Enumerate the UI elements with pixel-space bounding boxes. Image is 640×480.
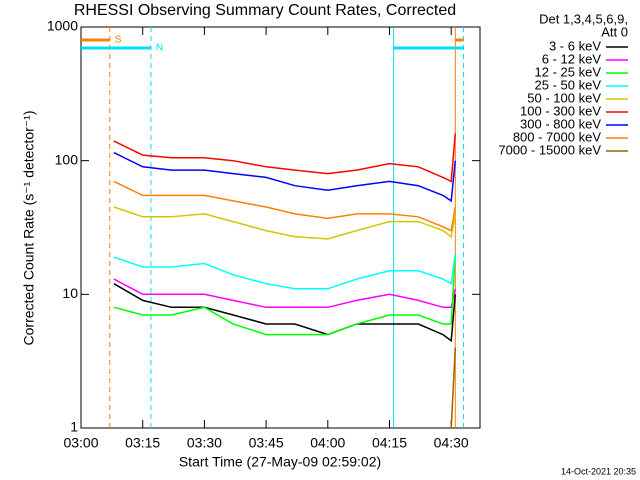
flag-label: S: [115, 35, 122, 46]
series-line: [113, 283, 457, 343]
y-tick-label: 100: [55, 151, 79, 167]
x-tick-label: 04:30: [434, 435, 469, 451]
legend-label: 12 - 25 keV: [535, 64, 602, 79]
footer: 14-Oct-2021 20:35: [561, 466, 636, 476]
series-line: [113, 133, 457, 183]
legend-label: 800 - 7000 keV: [513, 129, 602, 144]
series-line: [113, 180, 457, 232]
series-line: [113, 278, 457, 309]
series-line: [113, 253, 457, 290]
x-tick-label: 03:45: [249, 435, 284, 451]
legend-label: 6 - 12 keV: [542, 51, 602, 66]
series-line: [113, 151, 457, 203]
chart-title: RHESSI Observing Summary Count Rates, Co…: [74, 2, 456, 19]
legend-label: 100 - 300 keV: [520, 103, 601, 118]
x-axis-label: Start Time (27-May-09 02:59:02): [179, 454, 381, 470]
y-tick-label: 1000: [47, 18, 78, 34]
x-tick-label: 04:00: [310, 435, 345, 451]
x-tick-label: 03:00: [63, 435, 98, 451]
series-line: [113, 206, 457, 240]
legend-label: 3 - 6 keV: [549, 38, 601, 53]
y-tick-label: 1: [70, 419, 78, 435]
series-line: [113, 254, 457, 336]
legend-label: 50 - 100 keV: [527, 90, 601, 105]
flag-label: N: [156, 43, 163, 54]
x-tick-label: 03:15: [125, 435, 160, 451]
y-axis-label: Corrected Count Rate (s⁻¹ detector⁻¹): [21, 111, 37, 346]
series-line: [450, 347, 457, 429]
plot-frame: [80, 26, 481, 429]
y-tick-label: 10: [62, 285, 78, 301]
legend-title: Det 1,3,4,5,6,9,: [539, 11, 628, 26]
x-tick-label: 03:30: [187, 435, 222, 451]
legend-label: 7000 - 15000 keV: [498, 142, 601, 157]
legend-title: Att 0: [601, 24, 628, 39]
legend-label: 300 - 800 keV: [520, 116, 601, 131]
x-tick-label: 04:15: [372, 435, 407, 451]
legend-label: 25 - 50 keV: [535, 77, 602, 92]
